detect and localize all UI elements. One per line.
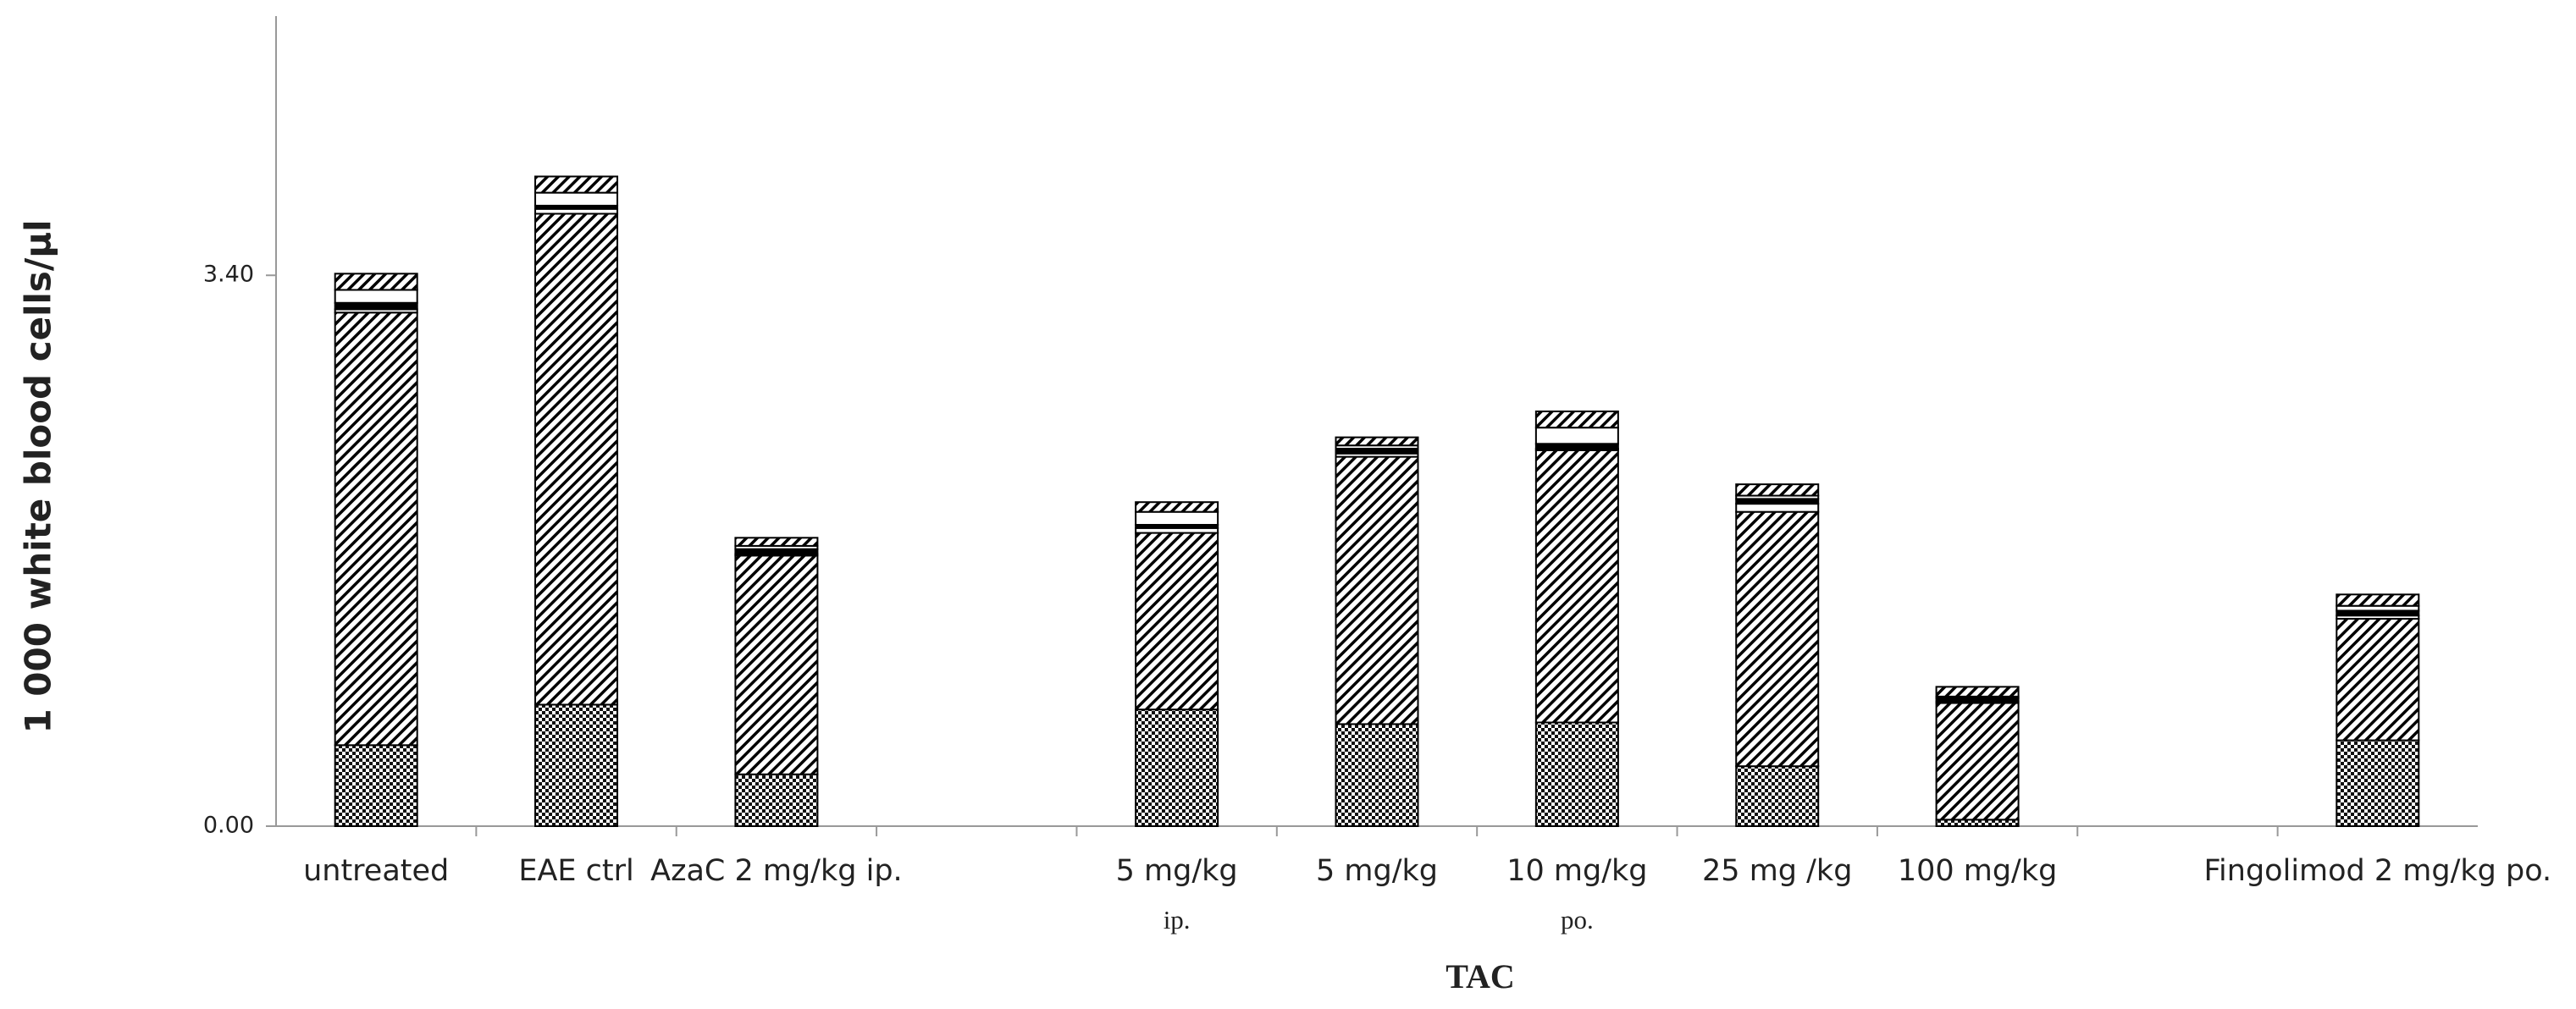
bar-segment <box>1135 709 1219 828</box>
bar-segment <box>1735 483 1820 497</box>
x-tick-label: 5 mg/kg <box>1316 854 1438 888</box>
bar-segment <box>1735 503 1820 513</box>
bar-segment <box>1935 819 2020 827</box>
x-sublabel: ip. <box>1164 905 1191 935</box>
bar-segment <box>1534 411 1619 429</box>
bar-segment <box>534 191 619 207</box>
y-tick-label: 0.00 <box>203 813 254 839</box>
bar-segment <box>334 312 418 747</box>
bar-segment <box>2336 618 2420 742</box>
bar-segment <box>534 212 619 706</box>
bar-segment <box>1135 510 1219 526</box>
bar-segment <box>1335 723 1419 828</box>
x-tick-label: untreated <box>303 854 449 888</box>
bar-segment <box>1534 449 1619 724</box>
bar-segment <box>534 703 619 828</box>
x-axis-label: TAC <box>1446 957 1514 995</box>
bar-segment <box>334 301 418 311</box>
x-tick-label: 25 mg /kg <box>1702 854 1852 888</box>
bar-segment <box>1335 436 1419 447</box>
bar-segment <box>334 273 418 291</box>
bar-segment <box>1534 721 1619 828</box>
x-tick-label: 5 mg/kg <box>1116 854 1238 888</box>
bar-segment <box>1735 510 1820 768</box>
x-tick-label: Fingolimod 2 mg/kg po. <box>2203 854 2551 888</box>
bar-segment <box>1735 765 1820 828</box>
bar-segment <box>334 289 418 304</box>
bar-segment <box>734 537 819 547</box>
bar-segment <box>2336 739 2420 827</box>
bar-segment <box>1335 455 1419 725</box>
x-tick-label: AzaC 2 mg/kg ip. <box>650 854 903 888</box>
y-tick-label: 3.40 <box>203 262 254 288</box>
bar-segment <box>2336 593 2420 607</box>
bar-segment <box>1135 532 1219 711</box>
x-tick-label: 10 mg/kg <box>1506 854 1647 888</box>
y-axis-label: 1 000 white blood cells/µl <box>18 219 59 733</box>
bar-segment <box>734 773 819 828</box>
bar-segment <box>1534 427 1619 445</box>
bar-segment <box>1135 501 1219 513</box>
x-sublabel: po. <box>1561 905 1594 935</box>
bar-segment <box>734 554 819 775</box>
bar-segment <box>534 175 619 194</box>
x-tick-label: 100 mg/kg <box>1898 854 2058 888</box>
x-tick-label: EAE ctrl <box>518 854 633 888</box>
bar-segment <box>1935 686 2020 697</box>
bar-segment <box>1935 702 2020 821</box>
bar-segment <box>334 744 418 827</box>
